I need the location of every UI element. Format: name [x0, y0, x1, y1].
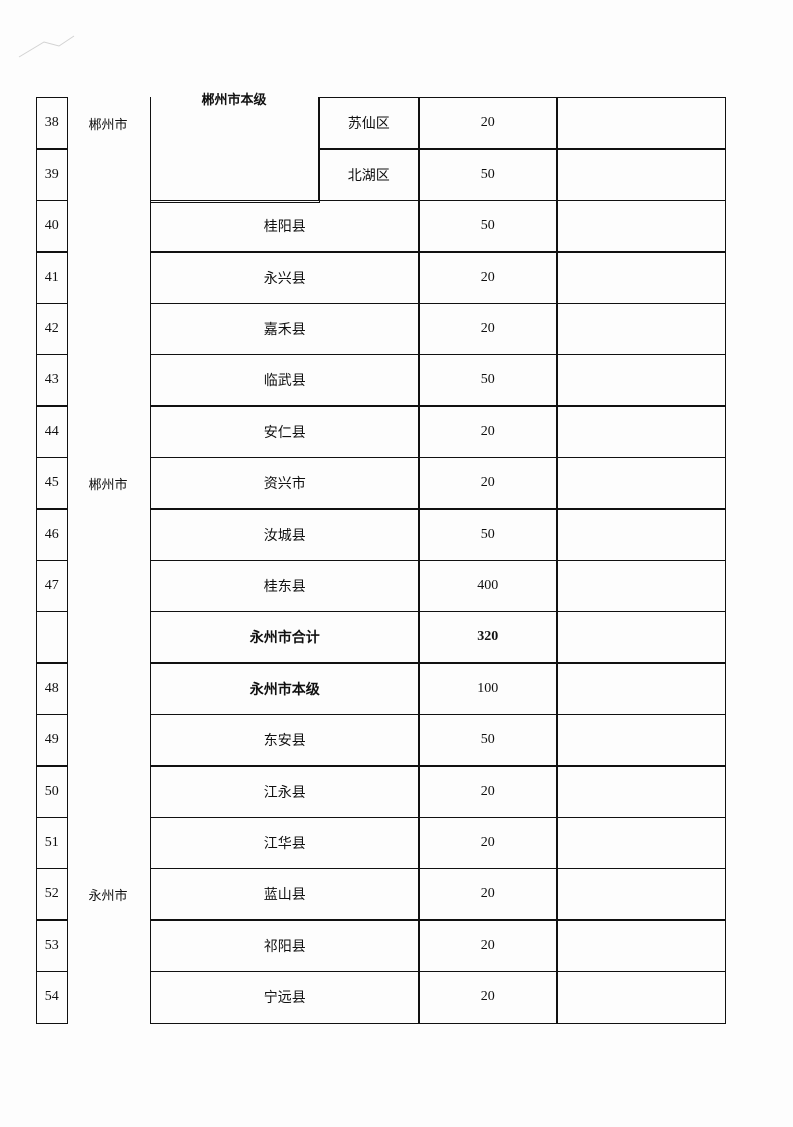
merged-name-cell	[150, 97, 320, 203]
row-value: 20	[418, 868, 558, 921]
row-number: 52	[36, 868, 68, 921]
row-number: 46	[36, 508, 68, 562]
row-value: 20	[418, 302, 558, 356]
row-name: 桂东县	[150, 559, 420, 613]
row-number: 49	[36, 713, 68, 767]
row-remark	[556, 199, 726, 253]
row-remark	[556, 919, 726, 973]
row-remark	[556, 251, 726, 305]
row-name: 江华县	[150, 816, 420, 870]
scan-smudge	[18, 35, 75, 58]
row-remark	[556, 559, 726, 613]
row-value: 50	[418, 354, 558, 407]
row-value: 50	[418, 148, 558, 202]
row-value: 50	[418, 713, 558, 767]
row-value: 20	[418, 456, 558, 510]
row-name: 祁阳县	[150, 919, 420, 973]
row-remark	[556, 713, 726, 767]
row-name: 宁远县	[150, 970, 420, 1024]
row-value: 320	[418, 611, 558, 664]
row-value: 100	[418, 662, 558, 716]
row-number: 41	[36, 251, 68, 305]
row-remark	[556, 148, 726, 202]
row-number: 48	[36, 662, 68, 716]
row-name: 临武县	[150, 354, 420, 407]
row-number: 51	[36, 816, 68, 870]
row-name: 苏仙区	[318, 97, 420, 150]
row-value: 20	[418, 765, 558, 819]
row-number: 53	[36, 919, 68, 973]
row-name: 桂阳县	[150, 199, 420, 253]
row-value: 20	[418, 970, 558, 1024]
row-remark	[556, 868, 726, 921]
row-remark	[556, 97, 726, 150]
row-number: 40	[36, 199, 68, 253]
row-name: 永州市合计	[150, 611, 420, 664]
row-number: 39	[36, 148, 68, 202]
row-value: 20	[418, 919, 558, 973]
row-remark	[556, 816, 726, 870]
row-remark	[556, 405, 726, 459]
region-label: 郴州市	[88, 117, 128, 133]
row-remark	[556, 611, 726, 664]
row-name: 江永县	[150, 765, 420, 819]
row-number: 44	[36, 405, 68, 459]
row-name: 永州市本级	[150, 662, 420, 716]
row-name: 安仁县	[150, 405, 420, 459]
row-remark	[556, 302, 726, 356]
row-name: 汝城县	[150, 508, 420, 562]
row-name: 北湖区	[318, 148, 420, 202]
row-value: 50	[418, 508, 558, 562]
row-name: 嘉禾县	[150, 302, 420, 356]
row-remark	[556, 354, 726, 407]
row-remark	[556, 456, 726, 510]
row-name: 蓝山县	[150, 868, 420, 921]
row-value: 20	[418, 405, 558, 459]
row-number	[36, 611, 68, 664]
row-remark	[556, 508, 726, 562]
row-remark	[556, 765, 726, 819]
region-label: 郴州市	[88, 477, 128, 493]
row-name: 永兴县	[150, 251, 420, 305]
row-remark	[556, 662, 726, 716]
row-number: 42	[36, 302, 68, 356]
row-value: 50	[418, 199, 558, 253]
row-value: 20	[418, 97, 558, 150]
row-value: 20	[418, 816, 558, 870]
row-number: 45	[36, 456, 68, 510]
row-number: 43	[36, 354, 68, 407]
row-number: 47	[36, 559, 68, 613]
row-remark	[556, 970, 726, 1024]
row-number: 54	[36, 970, 68, 1024]
row-number: 50	[36, 765, 68, 819]
merged-cell-label: 郴州市本级	[201, 93, 267, 106]
row-number: 38	[36, 97, 68, 150]
row-name: 东安县	[150, 713, 420, 767]
row-name: 资兴市	[150, 456, 420, 510]
row-value: 400	[418, 559, 558, 613]
row-value: 20	[418, 251, 558, 305]
region-label: 永州市	[88, 888, 128, 904]
